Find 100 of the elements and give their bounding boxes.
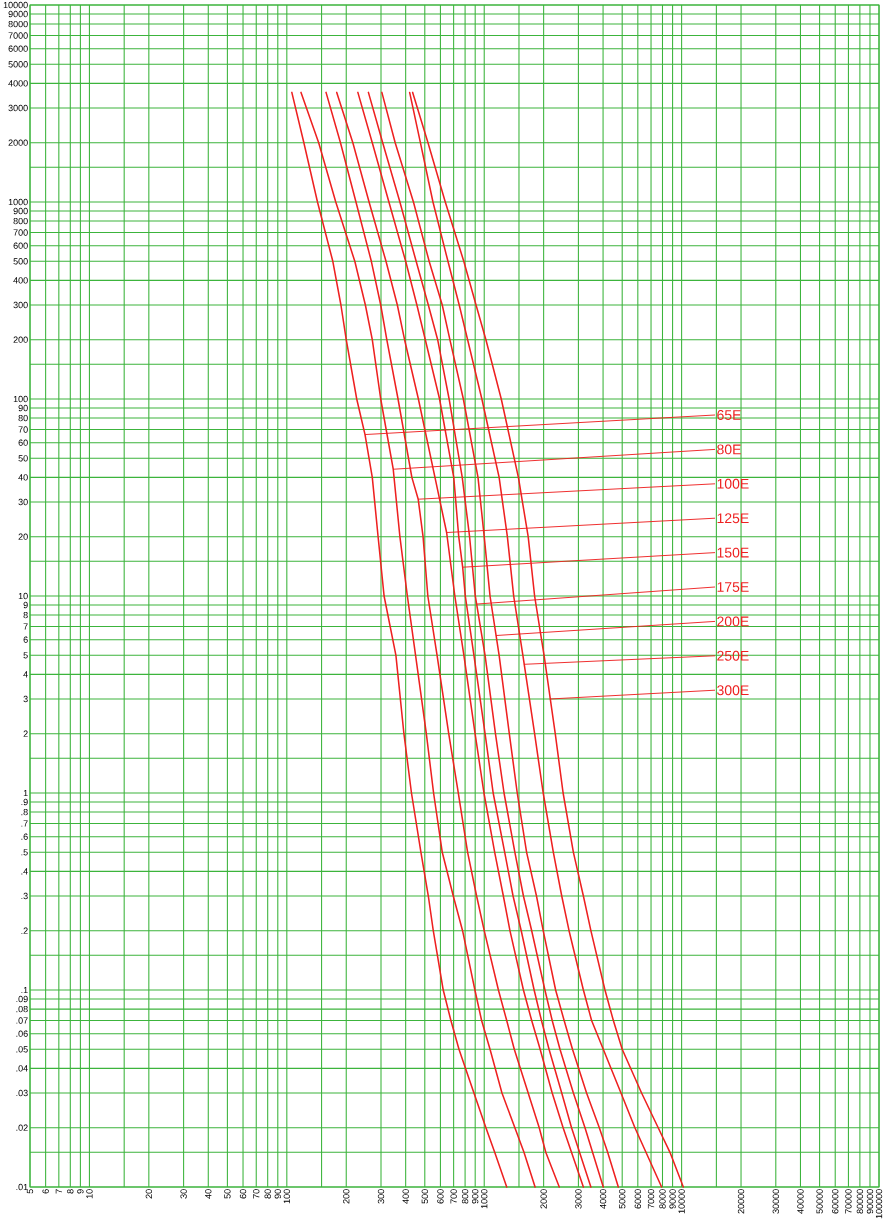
x-tick-label: 60	[239, 1189, 247, 1199]
x-tick-label: 50000	[816, 1189, 823, 1214]
y-tick-label: 3	[23, 695, 28, 703]
y-tick-label: 400	[13, 277, 28, 284]
y-tick-label: .9	[21, 798, 28, 806]
x-tick-label: 8000	[659, 1189, 666, 1209]
y-tick-label: 9	[23, 601, 28, 609]
y-tick-label: 5	[23, 652, 28, 659]
x-tick-label: 100	[283, 1189, 290, 1204]
x-tick-label: 7000	[647, 1189, 655, 1209]
y-tick-label: 5000	[8, 61, 28, 68]
y-tick-label: 10	[18, 592, 28, 600]
x-tick-label: 700	[450, 1189, 457, 1204]
annotation: 300E	[717, 685, 749, 696]
x-tick-label: 1000	[481, 1189, 488, 1209]
y-tick-label: 800	[13, 217, 28, 225]
y-tick-label: 20	[18, 533, 28, 540]
x-tick-label: 5000	[619, 1189, 626, 1209]
y-tick-label: 50	[18, 455, 28, 462]
x-tick-label: 90	[274, 1189, 281, 1199]
x-tick-label: 100000	[875, 1189, 883, 1219]
y-tick-label: .06	[16, 1030, 28, 1037]
y-tick-label: .04	[16, 1065, 28, 1072]
x-tick-label: 900	[472, 1189, 479, 1204]
y-tick-label: 80	[18, 414, 28, 422]
x-tick-label: 10	[86, 1189, 93, 1199]
y-tick-label: .03	[16, 1089, 28, 1097]
x-tick-label: 20	[145, 1189, 153, 1199]
x-tick-label: 70	[253, 1189, 260, 1199]
x-tick-label: 8	[67, 1189, 74, 1194]
y-tick-label: 40	[18, 474, 28, 481]
annotation: 100E	[717, 478, 749, 489]
y-tick-label: .1	[21, 986, 28, 994]
x-tick-label: 9	[77, 1189, 84, 1194]
annotation: 175E	[717, 582, 749, 592]
y-tick-label: 9000	[8, 10, 28, 18]
y-tick-label: 70	[18, 426, 28, 433]
x-tick-label: 80	[264, 1189, 271, 1199]
x-tick-label: 7	[55, 1189, 62, 1194]
x-tick-label: 400	[402, 1189, 409, 1204]
y-tick-label: .7	[21, 820, 28, 827]
y-tick-label: 10000	[3, 1, 28, 9]
x-tick-label: 90000	[866, 1189, 874, 1214]
y-tick-label: .2	[21, 927, 28, 934]
x-tick-label: 80000	[856, 1189, 864, 1214]
y-tick-label: 300	[13, 301, 28, 309]
y-tick-label: .08	[16, 1005, 28, 1013]
annotation: 150E	[717, 547, 749, 558]
annotation: 80E	[717, 444, 741, 455]
x-tick-label: 4000	[599, 1189, 607, 1209]
x-tick-label: 60000	[832, 1189, 839, 1214]
y-tick-label: 2000	[8, 139, 28, 146]
y-tick-label: 200	[13, 336, 28, 343]
y-tick-label: .07	[16, 1017, 28, 1024]
y-tick-label: 60	[18, 439, 28, 446]
y-tick-label: 90	[18, 404, 28, 412]
y-tick-label: 6	[23, 636, 28, 643]
annotation: 65E	[717, 410, 741, 420]
x-tick-label: 500	[421, 1189, 428, 1204]
x-tick-label: 800	[461, 1189, 469, 1204]
x-tick-label: 9000	[669, 1189, 676, 1209]
x-tick-label: 40	[205, 1189, 212, 1199]
y-tick-label: 100	[13, 395, 28, 403]
y-tick-label: 700	[13, 229, 28, 236]
x-tick-label: 3000	[575, 1189, 582, 1209]
x-tick-label: 50	[224, 1189, 231, 1199]
y-tick-label: .05	[16, 1046, 28, 1053]
x-tick-label: 30000	[772, 1189, 779, 1214]
x-tick-label: 2000	[540, 1189, 547, 1209]
x-tick-label: 200	[343, 1189, 350, 1204]
y-tick-label: .01	[16, 1183, 28, 1191]
x-tick-label: 40000	[797, 1189, 804, 1214]
x-tick-label: 20000	[737, 1189, 745, 1214]
y-tick-label: 4000	[8, 80, 28, 87]
y-tick-label: 30	[18, 498, 28, 506]
y-tick-label: 900	[13, 207, 28, 215]
y-tick-label: 7	[23, 623, 28, 630]
y-tick-label: .3	[21, 892, 28, 900]
x-tick-label: 6	[42, 1189, 49, 1194]
y-tick-label: .09	[16, 995, 28, 1003]
y-tick-label: .5	[21, 849, 28, 856]
y-tick-label: 7000	[8, 32, 28, 39]
x-tick-label: 300	[377, 1189, 385, 1204]
x-tick-label: 70000	[845, 1189, 852, 1214]
annotation: 200E	[717, 616, 749, 627]
y-tick-label: 2	[23, 730, 28, 737]
y-tick-label: .6	[21, 833, 28, 840]
y-tick-label: 8	[23, 611, 28, 619]
y-tick-label: .4	[21, 868, 28, 875]
x-tick-label: 600	[437, 1189, 444, 1204]
y-tick-label: .8	[21, 808, 28, 816]
x-tick-label: 6000	[634, 1189, 641, 1209]
y-tick-label: 6000	[8, 45, 28, 52]
annotation: 125E	[717, 513, 749, 524]
x-tick-label: 30	[180, 1189, 187, 1199]
y-tick-label: 500	[13, 258, 28, 265]
y-tick-label: 1000	[8, 198, 28, 206]
y-tick-label: 3000	[8, 104, 28, 112]
x-tick-label: 10000	[678, 1189, 685, 1214]
y-tick-label: 600	[13, 242, 28, 249]
